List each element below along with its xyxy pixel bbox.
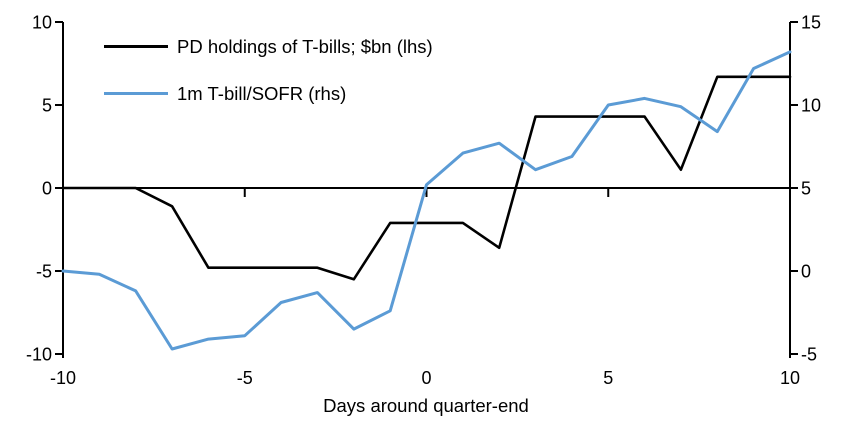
left-axis-tick-label: 10 (32, 13, 52, 33)
legend-line-sample-black (104, 45, 168, 48)
x-axis-title: Days around quarter-end (323, 395, 529, 416)
left-axis-tick-label: -5 (36, 262, 52, 282)
x-axis-tick-label: -5 (237, 368, 253, 388)
x-axis-tick-label: 5 (603, 368, 613, 388)
series-line-tbill-sofr (61, 50, 792, 351)
left-axis-tick-label: -10 (26, 345, 52, 365)
legend-label-tbill-sofr: 1m T-bill/SOFR (rhs) (177, 82, 347, 104)
right-axis-tick-label: 0 (801, 262, 811, 282)
x-axis-tick-label: -10 (50, 368, 76, 388)
x-axis-tick-label: 10 (780, 368, 800, 388)
legend-line-sample-blue (104, 92, 168, 95)
right-axis-tick-label: 10 (801, 96, 821, 116)
left-axis-tick-label: 0 (42, 179, 52, 199)
chart-legend: PD holdings of T-bills; $bn (lhs) 1m T-b… (104, 35, 433, 105)
right-axis-tick-label: 15 (801, 13, 821, 33)
legend-item-tbill-sofr: 1m T-bill/SOFR (rhs) (104, 82, 433, 105)
right-axis-tick-label: 5 (801, 179, 811, 199)
left-axis-tick-label: 5 (42, 96, 52, 116)
right-axis-tick-label: -5 (801, 345, 817, 365)
legend-item-pd-holdings: PD holdings of T-bills; $bn (lhs) (104, 35, 433, 58)
series-line-pd-holdings (61, 75, 792, 281)
legend-label-pd-holdings: PD holdings of T-bills; $bn (lhs) (177, 35, 433, 57)
x-axis-tick-label: 0 (421, 368, 431, 388)
